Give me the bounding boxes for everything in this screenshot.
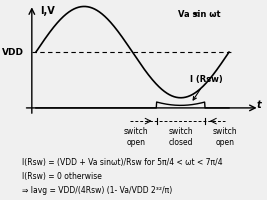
Text: I (Rsw): I (Rsw) <box>190 75 223 100</box>
Text: I(Rsw) = (VDD + Va sinωt)/Rsw for 5π/4 < ωt < 7π/4: I(Rsw) = (VDD + Va sinωt)/Rsw for 5π/4 <… <box>22 158 222 167</box>
Text: ⇒ Iavg = VDD/(4Rsw) (1- Va/VDD 2³²/π): ⇒ Iavg = VDD/(4Rsw) (1- Va/VDD 2³²/π) <box>22 186 172 195</box>
Text: switch
open: switch open <box>124 127 148 147</box>
Text: I(Rsw) = 0 otherwise: I(Rsw) = 0 otherwise <box>22 172 101 181</box>
Text: t: t <box>257 100 262 110</box>
Text: I,V: I,V <box>40 6 55 16</box>
Text: Va sin ωt: Va sin ωt <box>178 10 221 19</box>
Text: VDD: VDD <box>2 48 24 57</box>
Text: switch
closed: switch closed <box>168 127 193 147</box>
Text: switch
open: switch open <box>213 127 238 147</box>
